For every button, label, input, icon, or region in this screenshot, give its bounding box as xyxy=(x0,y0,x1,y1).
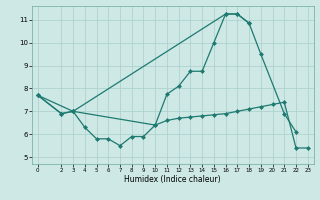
X-axis label: Humidex (Indice chaleur): Humidex (Indice chaleur) xyxy=(124,175,221,184)
